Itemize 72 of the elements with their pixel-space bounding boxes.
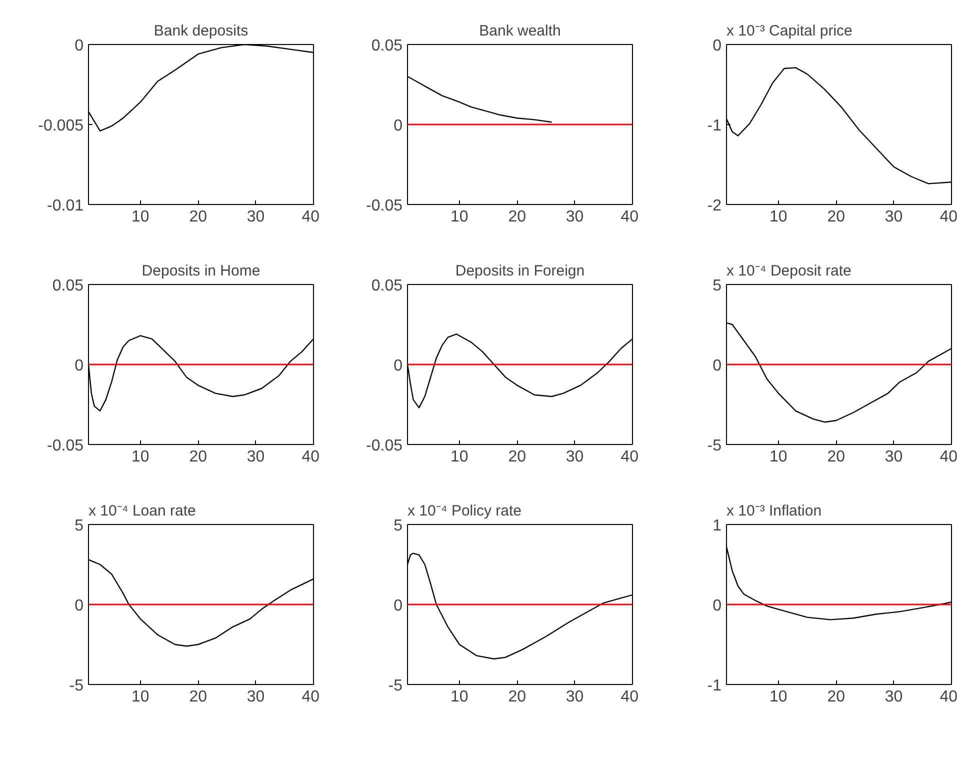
x-tick-label: 40 (302, 688, 320, 706)
x-tick-label: 10 (770, 448, 788, 466)
y-tick-label: -0.05 (366, 438, 403, 454)
x-tick-label: 30 (566, 208, 584, 226)
y-tick-label: 1 (712, 518, 722, 534)
text: x 10⁻⁴ Deposit rate (726, 262, 852, 280)
y-tick-label: 0.05 (371, 38, 403, 54)
text: x 10⁻⁴ Policy rate (408, 502, 522, 520)
x-tick-label: 10 (132, 688, 150, 706)
y-tick-label: 5 (74, 518, 84, 534)
y-tick-label: -0.005 (38, 118, 84, 134)
chart-title: Bank wealth (479, 22, 561, 40)
x-tick-label: 10 (132, 208, 150, 226)
text: x 10⁻³ Inflation (726, 502, 822, 520)
y-tick-label: -0.05 (47, 438, 84, 454)
x-tick-label: 40 (620, 448, 639, 466)
x-tick-label: 20 (827, 208, 846, 226)
x-tick-label: 40 (302, 208, 320, 226)
x-tick-label: 10 (450, 448, 468, 466)
x-tick-label: 10 (132, 448, 150, 466)
x-tick-label: 30 (566, 448, 584, 466)
x-tick-label: 40 (302, 448, 320, 466)
x-tick-label: 40 (620, 208, 639, 226)
x-tick-label: 30 (884, 448, 903, 466)
y-tick-label: -0.01 (47, 198, 84, 214)
text: x 10⁻⁴ Loan rate (88, 502, 196, 520)
x-tick-label: 20 (189, 688, 208, 706)
x-tick-label: 40 (620, 688, 639, 706)
x-tick-label: 30 (246, 688, 265, 706)
x-tick-label: 20 (827, 448, 846, 466)
y-tick-label: 0 (712, 598, 722, 614)
x-tick-label: 40 (940, 688, 958, 706)
y-tick-label: 0 (712, 38, 722, 54)
chart-title: Deposits in Foreign (455, 262, 585, 280)
y-tick-label: 0 (394, 118, 403, 134)
x-tick-label: 30 (246, 208, 265, 226)
x-tick-label: 30 (246, 448, 265, 466)
x-tick-label: 40 (940, 208, 958, 226)
y-tick-label: 5 (394, 518, 403, 534)
x-tick-label: 10 (770, 688, 788, 706)
y-tick-label: 5 (712, 278, 722, 294)
y-tick-label: 0 (74, 358, 84, 374)
x-tick-label: 20 (508, 208, 526, 226)
y-tick-label: 0 (394, 598, 403, 614)
x-tick-label: 20 (189, 448, 208, 466)
chart-title: Deposits in Home (142, 262, 260, 280)
y-tick-label: -2 (707, 198, 722, 214)
x-tick-label: 20 (508, 688, 526, 706)
y-tick-label: -0.05 (366, 198, 403, 214)
y-tick-label: -1 (707, 118, 722, 134)
y-tick-label: 0 (74, 598, 84, 614)
x-tick-label: 20 (508, 448, 526, 466)
x-tick-label: 10 (770, 208, 788, 226)
y-tick-label: -1 (707, 678, 722, 694)
y-tick-label: 0 (74, 38, 84, 54)
y-tick-label: 0 (394, 358, 403, 374)
y-tick-label: -5 (388, 678, 403, 694)
x-tick-label: 20 (827, 688, 846, 706)
x-tick-label: 30 (884, 688, 903, 706)
chart-title: Bank deposits (154, 22, 248, 40)
y-tick-label: 0 (712, 358, 722, 374)
x-tick-label: 10 (450, 208, 468, 226)
y-tick-label: 0.05 (371, 278, 403, 294)
x-tick-label: 40 (940, 448, 958, 466)
x-tick-label: 20 (189, 208, 208, 226)
x-tick-label: 30 (566, 688, 584, 706)
y-tick-label: -5 (69, 678, 84, 694)
y-tick-label: 0.05 (52, 278, 84, 294)
x-tick-label: 30 (884, 208, 903, 226)
y-tick-label: -5 (707, 438, 722, 454)
x-tick-label: 10 (450, 688, 468, 706)
text: x 10⁻³ Capital price (726, 22, 852, 40)
